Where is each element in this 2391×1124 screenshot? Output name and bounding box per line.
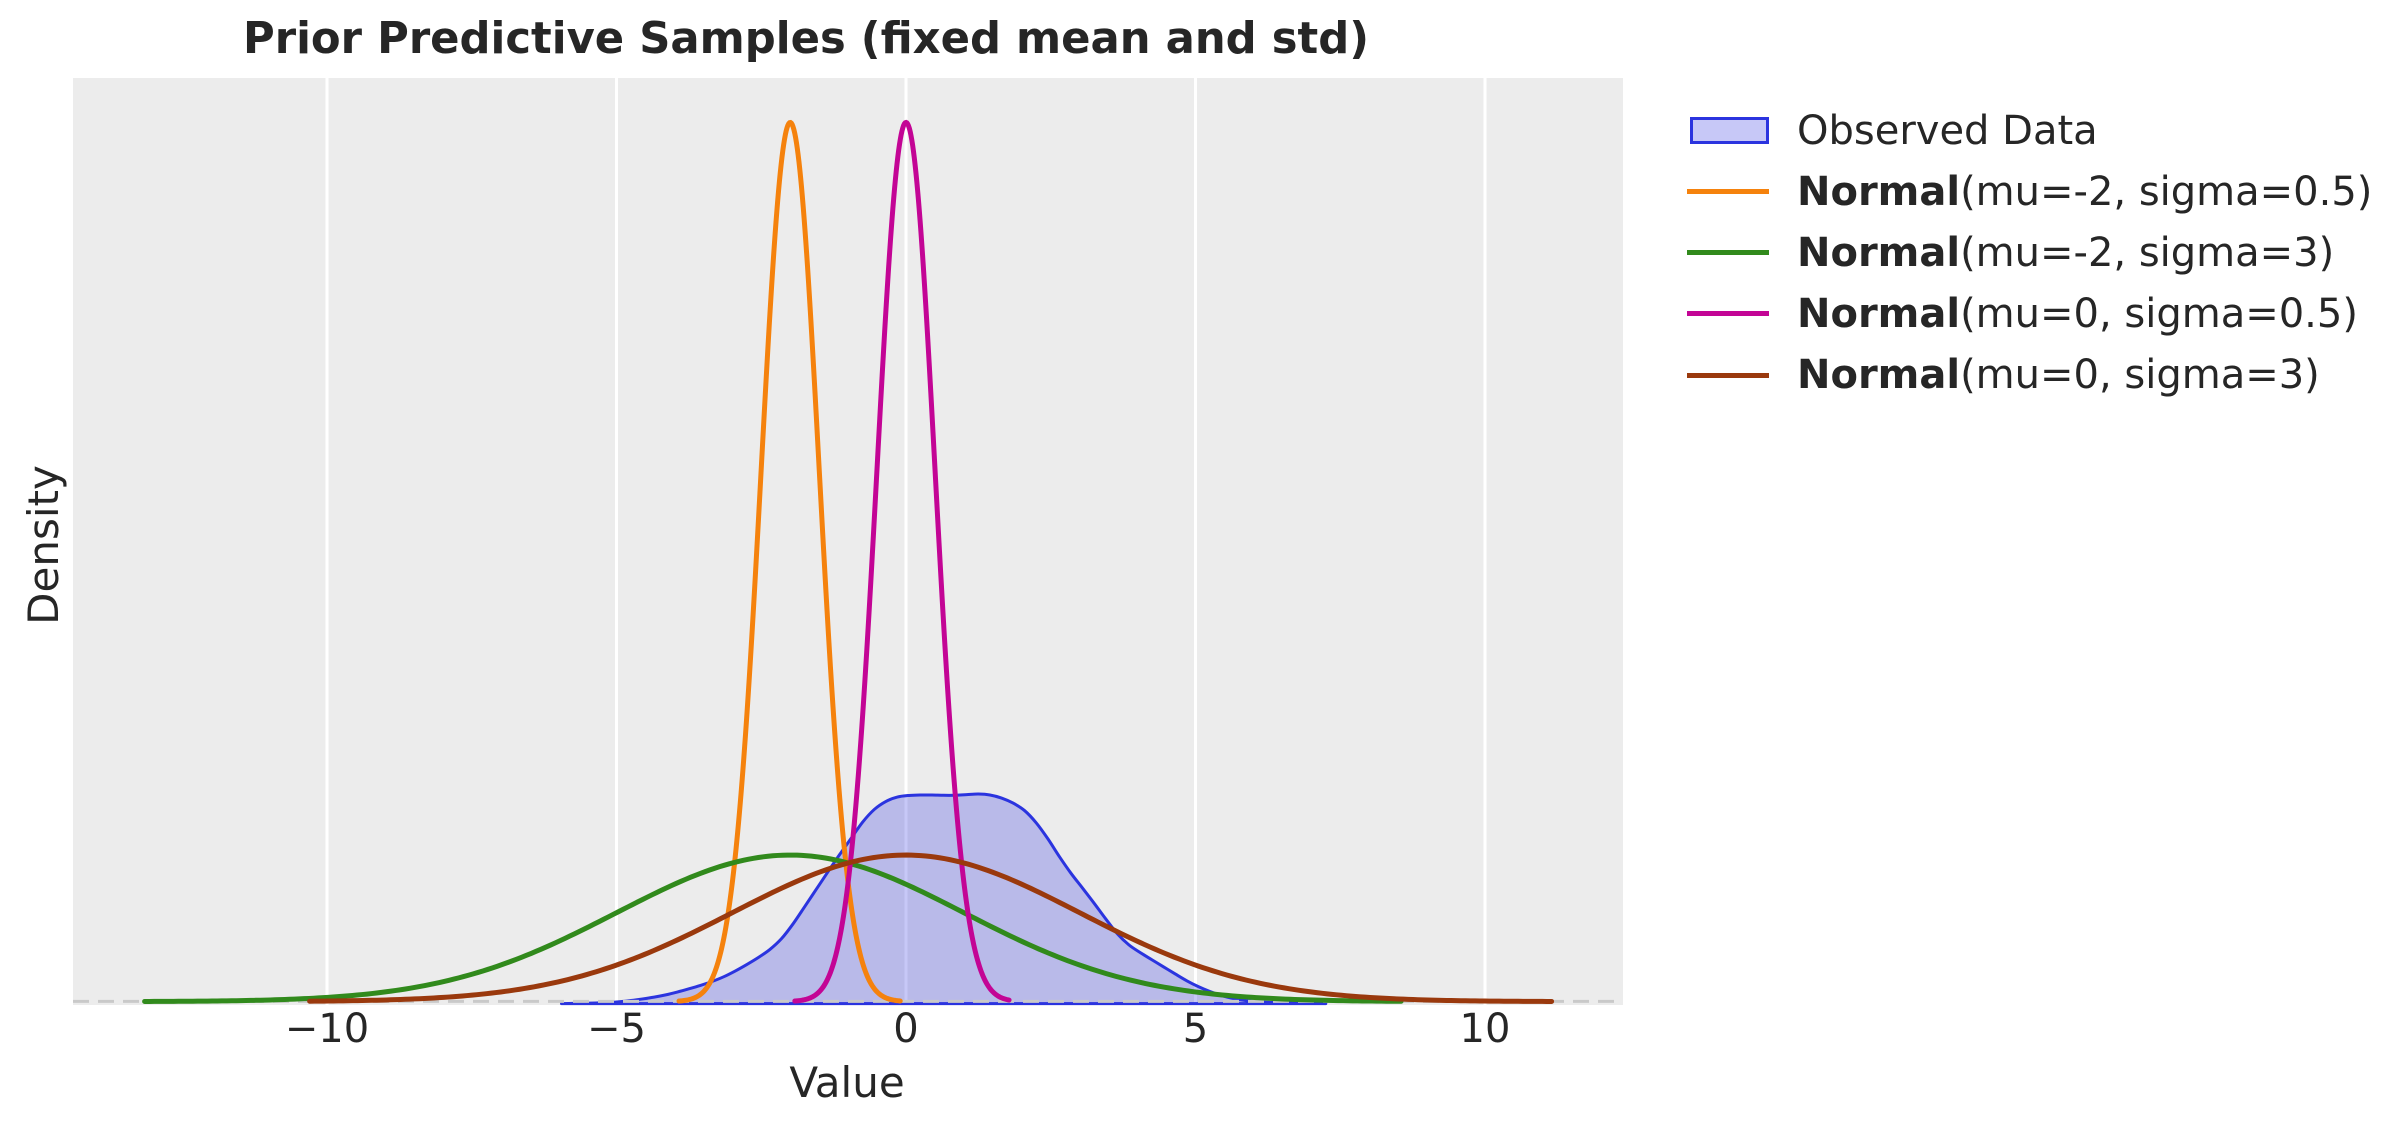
normal-curve-3	[307, 852, 1555, 1004]
x-tick-label-3: 5	[1182, 1006, 1209, 1052]
legend-item-observed-data: Observed Data	[1687, 110, 2098, 152]
observed-data-line	[560, 792, 1328, 1006]
plot-area	[73, 78, 1623, 1005]
legend-label-observed-data: Observed Data	[1797, 107, 2098, 154]
x-tick-label-0: −10	[284, 1006, 370, 1052]
x-tick-label-2: 0	[893, 1006, 919, 1052]
legend-label-normal-2: Normal(mu=0, sigma=0.5)	[1797, 294, 2358, 334]
legend-label-rest-0: (mu=-2, sigma=0.5)	[1960, 168, 2373, 215]
legend-label-bold-1: Normal	[1797, 229, 1961, 276]
legend-label-normal-0: Normal(mu=-2, sigma=0.5)	[1797, 172, 2372, 212]
x-tick-label-1: −5	[587, 1006, 646, 1052]
normal-curve-1	[142, 852, 1404, 1004]
legend-label-bold-0: Normal	[1797, 168, 1961, 215]
chart-title: Prior Predictive Samples (fixed mean and…	[243, 14, 1369, 64]
legend-label-normal-3: Normal(mu=0, sigma=3)	[1797, 355, 2320, 395]
x-axis-label: Value	[789, 1058, 905, 1107]
legend-label-bold-2: Normal	[1797, 290, 1961, 337]
legend-item-normal-3: Normal(mu=0, sigma=3)	[1687, 354, 2320, 396]
legend-key-line-1	[1687, 250, 1769, 256]
legend-item-normal-2: Normal(mu=0, sigma=0.5)	[1687, 293, 2358, 335]
normal-curve-2	[792, 119, 1012, 1004]
legend-label-rest-1: (mu=-2, sigma=3)	[1960, 229, 2335, 276]
legend-label-normal-1: Normal(mu=-2, sigma=3)	[1797, 233, 2334, 273]
legend-item-normal-1: Normal(mu=-2, sigma=3)	[1687, 232, 2334, 274]
legend-patch-observed-data	[1689, 116, 1769, 145]
observed-data-fill	[561, 794, 1326, 1004]
legend-key-line-2	[1687, 311, 1769, 317]
legend-label-rest-3: (mu=0, sigma=3)	[1960, 352, 2320, 398]
legend-key-line-3	[1687, 372, 1769, 378]
y-axis-label: Density	[18, 465, 68, 625]
legend-label-bold-3: Normal	[1797, 352, 1961, 398]
normal-curve-0	[676, 119, 903, 1004]
x-tick-label-4: 10	[1459, 1006, 1511, 1052]
legend-label-rest-2: (mu=0, sigma=0.5)	[1960, 290, 2358, 337]
legend-item-normal-0: Normal(mu=-2, sigma=0.5)	[1687, 171, 2372, 213]
legend-key-line-0	[1687, 189, 1769, 195]
